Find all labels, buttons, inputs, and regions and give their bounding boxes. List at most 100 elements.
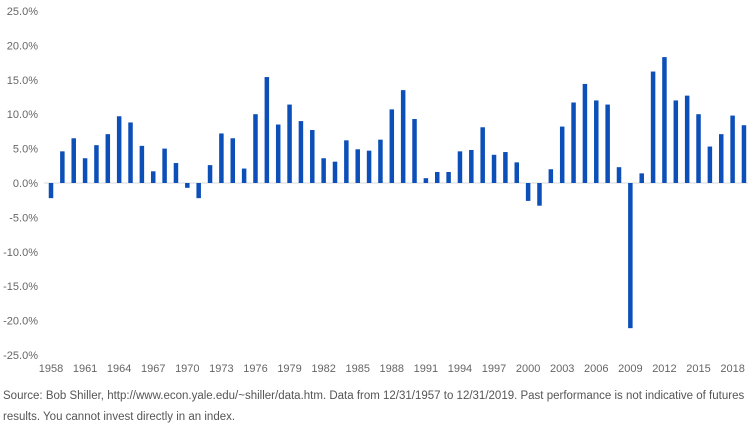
- bar-2011: [650, 71, 656, 183]
- bar-series: [48, 57, 747, 329]
- bar-1980: [298, 121, 304, 183]
- bar-1979: [287, 104, 292, 183]
- bar-2014: [684, 95, 690, 183]
- bar-1969: [173, 163, 179, 183]
- y-tick-label: 15.0%: [7, 75, 38, 87]
- bar-2015: [696, 114, 701, 183]
- x-tick-label: 1973: [209, 363, 233, 375]
- bar-1975: [241, 168, 247, 183]
- y-tick-label: 0.0%: [13, 178, 38, 190]
- bar-2005: [582, 83, 588, 183]
- bar-2010: [639, 173, 644, 183]
- bar-1990: [412, 119, 417, 183]
- x-tick-label: 2003: [550, 363, 574, 375]
- bar-1958: [48, 183, 54, 199]
- bar-2000: [525, 183, 531, 201]
- x-tick-label: 2012: [652, 363, 676, 375]
- bar-2001: [537, 183, 542, 206]
- x-tick-label: 2000: [516, 363, 540, 375]
- bar-1995: [469, 149, 474, 183]
- bar-1967: [150, 171, 156, 183]
- bar-1976: [253, 114, 258, 183]
- y-tick-label: 5.0%: [13, 144, 38, 156]
- x-tick-label: 1958: [39, 363, 63, 375]
- bar-1960: [71, 138, 76, 183]
- bar-1981: [310, 130, 315, 183]
- x-tick-label: 1991: [414, 363, 438, 375]
- x-tick-label: 1988: [380, 363, 404, 375]
- bar-1989: [400, 90, 406, 183]
- x-tick-label: 1970: [175, 363, 199, 375]
- bar-2008: [616, 167, 622, 183]
- x-tick-label: 1997: [482, 363, 506, 375]
- bar-2003: [559, 126, 565, 183]
- bar-1964: [116, 116, 122, 183]
- x-tick-label: 2018: [720, 363, 744, 375]
- source-note: Source: Bob Shiller, http://www.econ.yal…: [3, 390, 745, 423]
- bar-1994: [457, 151, 463, 183]
- y-tick-label: 10.0%: [7, 109, 38, 121]
- bar-1959: [60, 151, 65, 183]
- bar-1965: [128, 122, 133, 183]
- x-tick-label: 1985: [345, 363, 369, 375]
- bar-2019: [741, 125, 747, 183]
- bar-1996: [480, 127, 485, 183]
- y-tick-label: -25.0%: [3, 350, 38, 362]
- bar-2009: [628, 183, 633, 329]
- bar-1988: [389, 109, 395, 183]
- y-tick-label: -20.0%: [3, 316, 38, 328]
- bar-1978: [275, 124, 281, 183]
- x-tick-label: 2009: [618, 363, 642, 375]
- chart-area: 25.0% 20.0% 15.0% 10.0% 5.0% 0.0% -5.0% -10.0% -…: [3, 6, 748, 375]
- bar-2016: [707, 146, 713, 183]
- x-tick-label: 2015: [686, 363, 710, 375]
- bar-1962: [94, 145, 99, 183]
- y-tick-label: -15.0%: [3, 281, 38, 293]
- bar-1968: [162, 148, 167, 183]
- y-tick-label: -10.0%: [3, 247, 38, 259]
- bar-1984: [344, 140, 349, 183]
- y-tick-label: 25.0%: [7, 6, 38, 18]
- bar-1987: [378, 139, 383, 183]
- bar-2013: [673, 100, 679, 183]
- y-tick-label: -5.0%: [9, 212, 38, 224]
- bar-2002: [548, 169, 554, 183]
- bar-2012: [662, 57, 667, 183]
- bar-1991: [423, 178, 429, 183]
- x-tick-label: 1967: [141, 363, 165, 375]
- bar-2006: [594, 100, 599, 183]
- y-tick-label: 20.0%: [7, 40, 38, 52]
- bar-1961: [82, 158, 88, 183]
- x-axis-ticks: 1958 1961 1964 1967 1970 1973 1976 1979 1982 1985…: [39, 363, 745, 375]
- bar-1973: [219, 133, 224, 183]
- bar-2017: [718, 134, 724, 183]
- x-tick-label: 1964: [107, 363, 131, 375]
- bar-1974: [230, 138, 236, 183]
- x-tick-label: 1976: [243, 363, 267, 375]
- bar-1966: [139, 145, 145, 183]
- bar-1977: [264, 77, 270, 183]
- x-tick-label: 1982: [311, 363, 335, 375]
- bar-1997: [491, 154, 497, 183]
- bar-1971: [196, 183, 201, 199]
- bar-2004: [571, 102, 576, 183]
- bar-1998: [503, 152, 508, 183]
- bar-1982: [321, 158, 326, 183]
- bar-2018: [730, 115, 735, 183]
- bar-chart: 25.0% 20.0% 15.0% 10.0% 5.0% 0.0% -5.0% -10.0% -…: [3, 6, 748, 375]
- y-axis-ticks: 25.0% 20.0% 15.0% 10.0% 5.0% 0.0% -5.0% -10.0% -…: [3, 6, 38, 362]
- bar-1983: [332, 161, 338, 183]
- bar-1970: [185, 183, 190, 188]
- x-tick-label: 1979: [277, 363, 301, 375]
- bar-1993: [446, 171, 451, 183]
- bar-1999: [514, 162, 520, 183]
- x-tick-label: 1994: [448, 363, 472, 375]
- x-tick-label: 2006: [584, 363, 608, 375]
- x-tick-label: 1961: [73, 363, 97, 375]
- bar-1963: [105, 134, 111, 183]
- bar-1986: [366, 150, 372, 183]
- bar-2007: [605, 104, 610, 183]
- bar-1972: [207, 165, 213, 183]
- bar-1985: [355, 149, 360, 183]
- bar-1992: [434, 171, 440, 183]
